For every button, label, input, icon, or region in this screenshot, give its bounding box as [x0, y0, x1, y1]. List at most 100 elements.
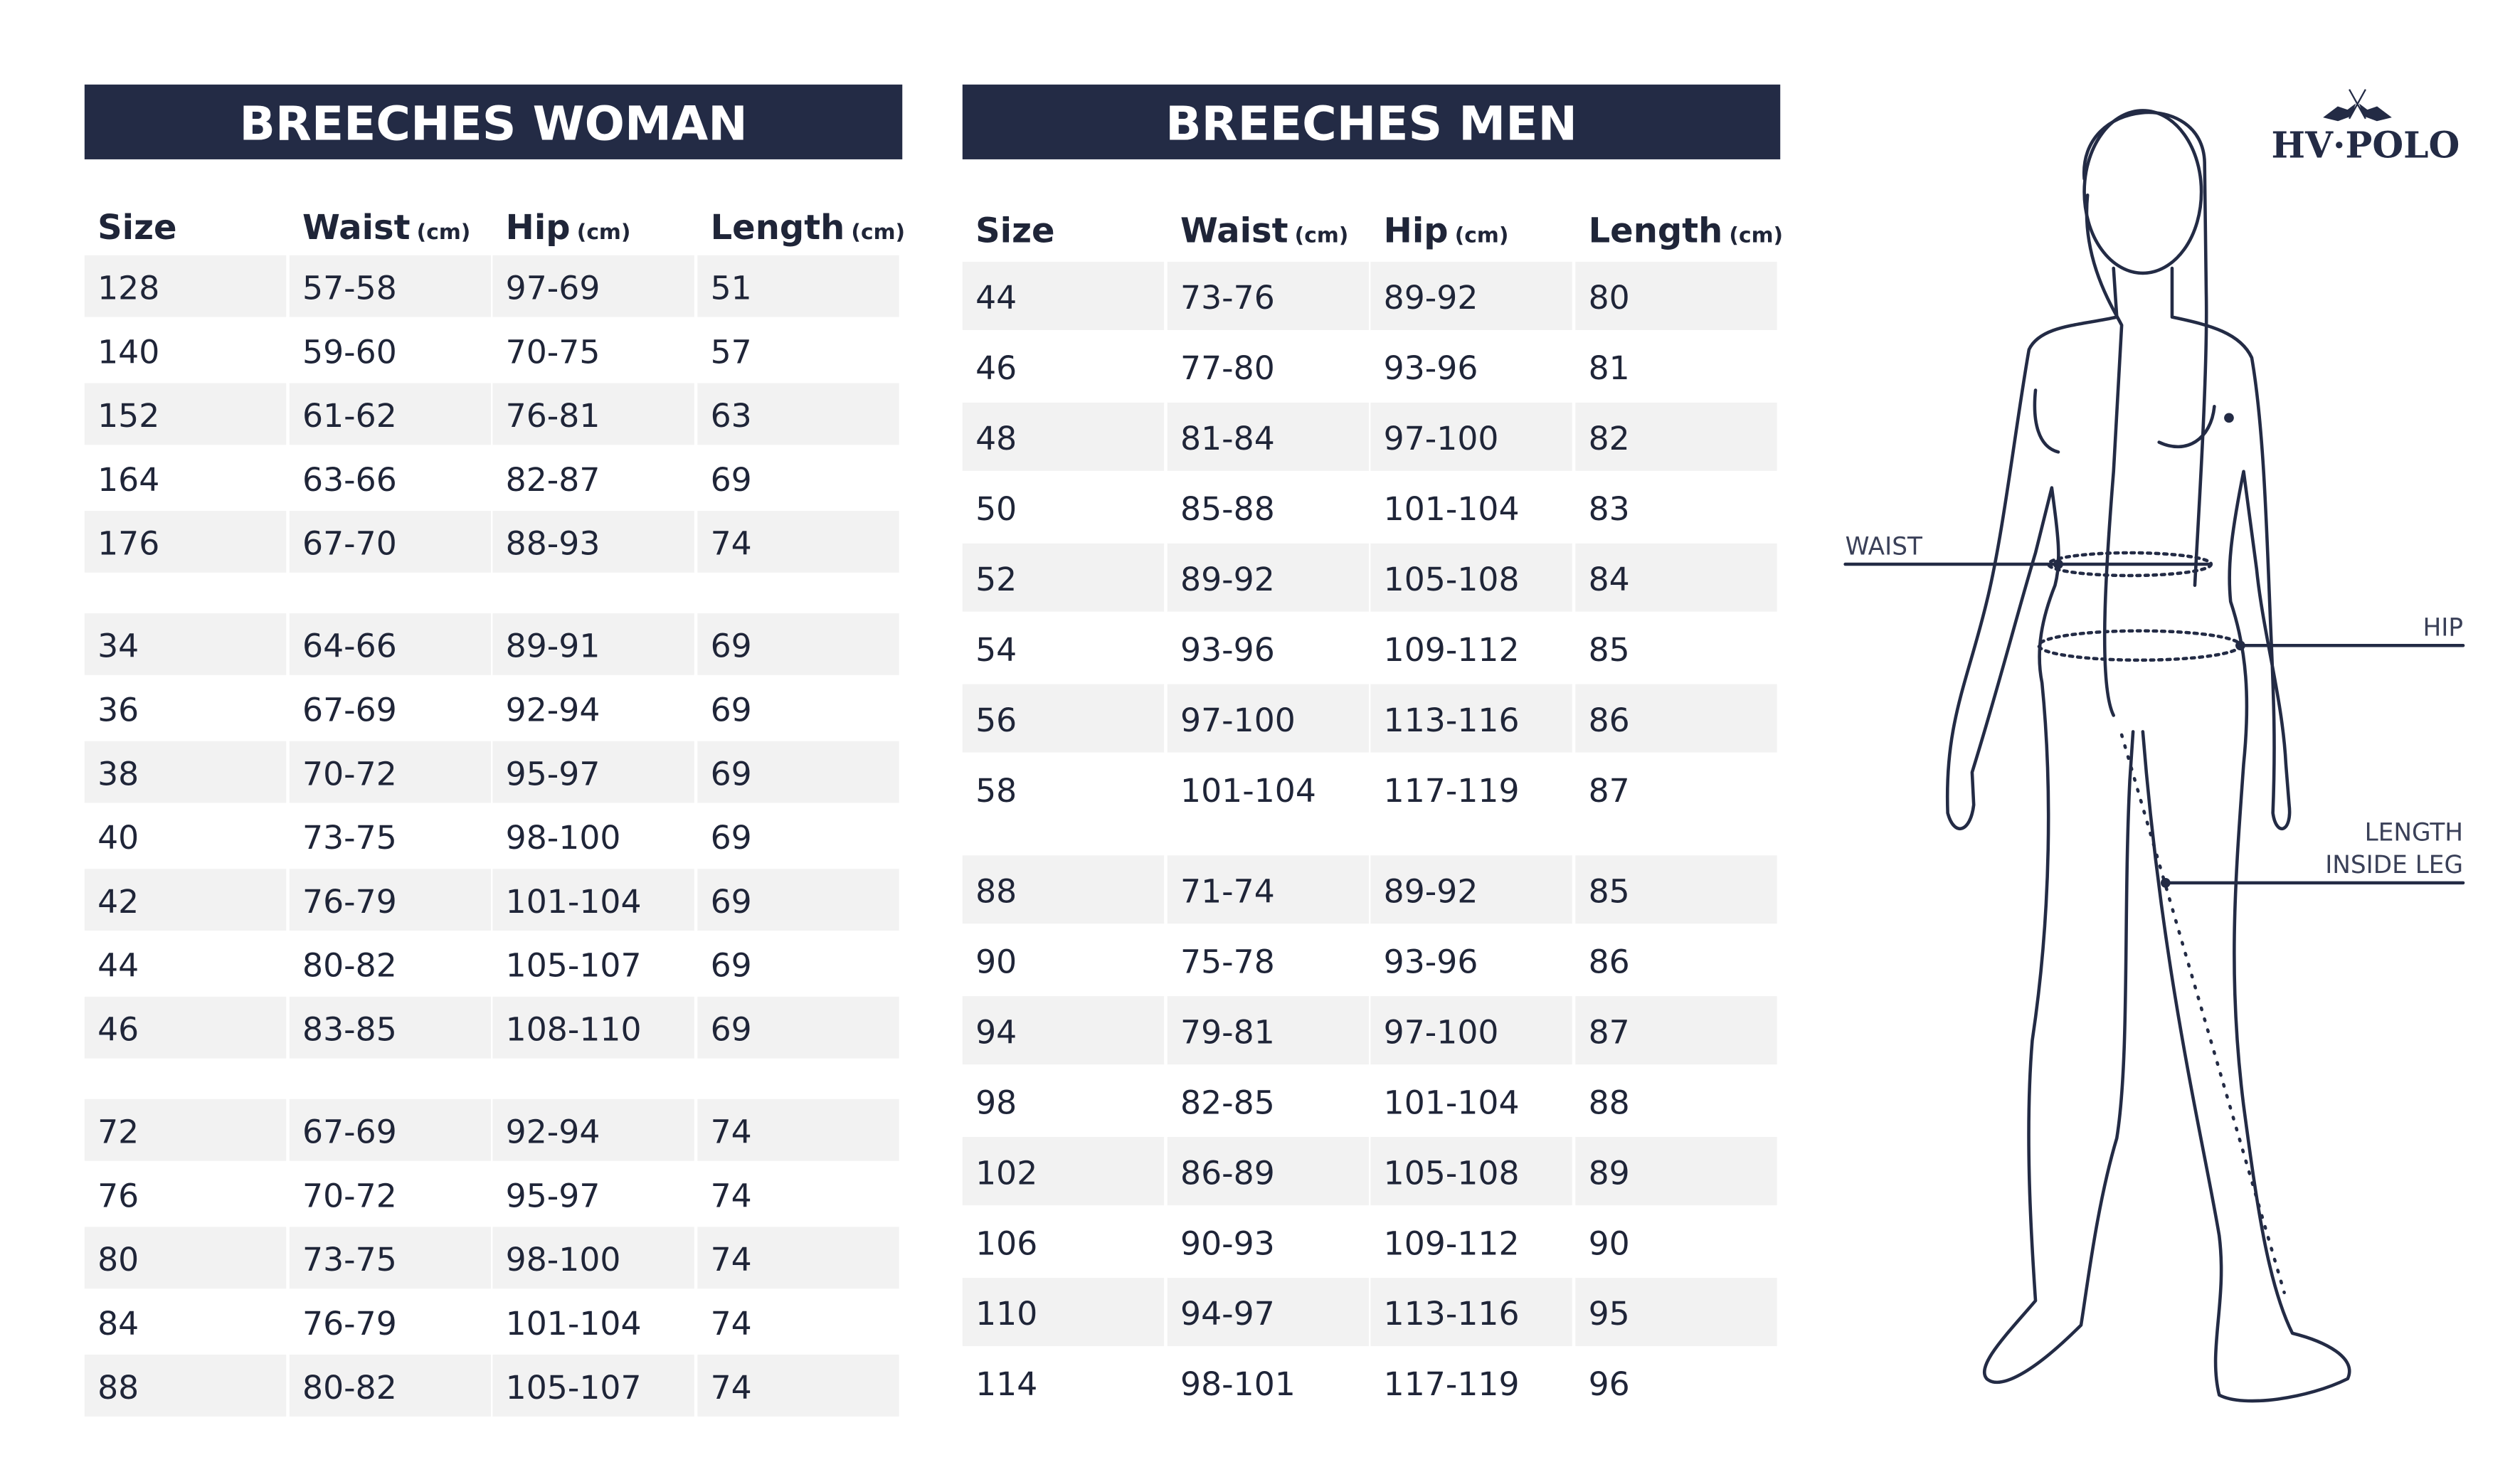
cell: 98	[975, 1084, 1017, 1121]
row-shade	[1167, 855, 1370, 924]
row-shade	[492, 1355, 694, 1417]
row-shade	[84, 255, 287, 317]
cell: 93-96	[1384, 349, 1478, 387]
cell: 34	[97, 628, 139, 665]
cell: 98-100	[506, 819, 621, 857]
cell: 93-96	[1180, 631, 1275, 669]
cell: 72	[97, 1113, 139, 1151]
cell: 74	[711, 1177, 752, 1214]
cell: 98-100	[506, 1241, 621, 1279]
cell: 88	[1589, 1084, 1630, 1121]
cell: 106	[975, 1224, 1037, 1262]
row-shade	[1575, 402, 1777, 471]
row-shade	[1167, 261, 1370, 330]
cell: 89	[1589, 1154, 1630, 1192]
cell: 83	[1589, 490, 1630, 528]
cell: 97-100	[1180, 702, 1296, 739]
cell: 105-107	[506, 1369, 642, 1407]
cell: 152	[97, 397, 159, 435]
cell: 74	[711, 1305, 752, 1343]
cell: 82-87	[506, 461, 600, 499]
cell: 90	[1589, 1224, 1630, 1262]
row-shade	[1167, 1277, 1370, 1346]
row-shade	[1575, 1277, 1777, 1346]
column-header: Length (cm)	[1589, 211, 1783, 251]
cell: 105-108	[1384, 1154, 1520, 1192]
cell: 101-104	[506, 1305, 642, 1343]
cell: 98-101	[1180, 1365, 1296, 1403]
row-shade	[1167, 1137, 1370, 1206]
row-shade	[1370, 684, 1572, 753]
cell: 86	[1589, 943, 1630, 980]
cell: 57-58	[302, 269, 397, 307]
cell: 69	[711, 1011, 752, 1049]
cell: 84	[1589, 561, 1630, 598]
row-shade	[1370, 543, 1572, 612]
row-shade	[1575, 684, 1777, 753]
header-label: Hip	[1384, 211, 1449, 251]
column-header: Hip (cm)	[506, 208, 631, 248]
cell: 113-116	[1384, 1295, 1520, 1333]
cell: 110	[975, 1295, 1037, 1333]
header-label: Waist	[302, 208, 410, 248]
cell: 70-75	[506, 333, 600, 371]
row-shade	[1370, 855, 1572, 924]
cell: 87	[1589, 772, 1630, 810]
row-shade	[697, 1227, 899, 1289]
title-bar	[84, 84, 903, 159]
cell: 84	[97, 1305, 139, 1343]
cell: 48	[975, 420, 1017, 457]
cell: 108-110	[506, 1011, 642, 1049]
cell: 86-89	[1180, 1154, 1275, 1192]
cell: 101-104	[1384, 490, 1520, 528]
cell: 105-108	[1384, 561, 1520, 598]
row-shade	[1370, 1277, 1572, 1346]
cell: 81	[1589, 349, 1630, 387]
header-unit: (cm)	[1295, 223, 1349, 248]
cell: 40	[97, 819, 139, 857]
cell: 54	[975, 631, 1017, 669]
row-shade	[1370, 402, 1572, 471]
row-shade	[492, 1227, 694, 1289]
cell: 105-107	[506, 947, 642, 985]
header-label: Hip	[506, 208, 571, 248]
cell: 67-70	[302, 525, 397, 563]
cell: 74	[711, 1113, 752, 1151]
header-unit: (cm)	[417, 220, 471, 245]
row-shade	[1575, 543, 1777, 612]
cell: 64-66	[302, 628, 397, 665]
row-shade	[697, 1355, 899, 1417]
header-unit: (cm)	[577, 220, 631, 245]
cell: 101-104	[1180, 772, 1316, 810]
cell: 90-93	[1180, 1224, 1275, 1262]
row-shade	[492, 613, 694, 675]
cell: 73-75	[302, 1241, 397, 1279]
row-shade	[84, 511, 287, 573]
row-shade	[492, 996, 694, 1059]
cell: 69	[711, 819, 752, 857]
row-shade	[84, 383, 287, 445]
cell: 79-81	[1180, 1013, 1275, 1051]
cell: 51	[711, 269, 752, 307]
row-shade	[289, 1099, 492, 1161]
row-shade	[84, 1227, 287, 1289]
cell: 77-80	[1180, 349, 1275, 387]
cell: 69	[711, 755, 752, 793]
cell: 69	[711, 628, 752, 665]
row-shade	[289, 1227, 492, 1289]
row-shade	[962, 996, 1165, 1065]
cell: 56	[975, 702, 1017, 739]
cell: 88-93	[506, 525, 600, 563]
row-shade	[289, 1355, 492, 1417]
row-shade	[962, 1137, 1165, 1206]
row-shade	[84, 1099, 287, 1161]
cell: 164	[97, 461, 159, 499]
cell: 46	[97, 1011, 139, 1049]
cell: 44	[97, 947, 139, 985]
cell: 73-75	[302, 819, 397, 857]
cell: 36	[97, 692, 139, 729]
row-shade	[1575, 996, 1777, 1065]
cell: 176	[97, 525, 159, 563]
cell: 90	[975, 943, 1017, 980]
cell: 70-72	[302, 1177, 397, 1214]
